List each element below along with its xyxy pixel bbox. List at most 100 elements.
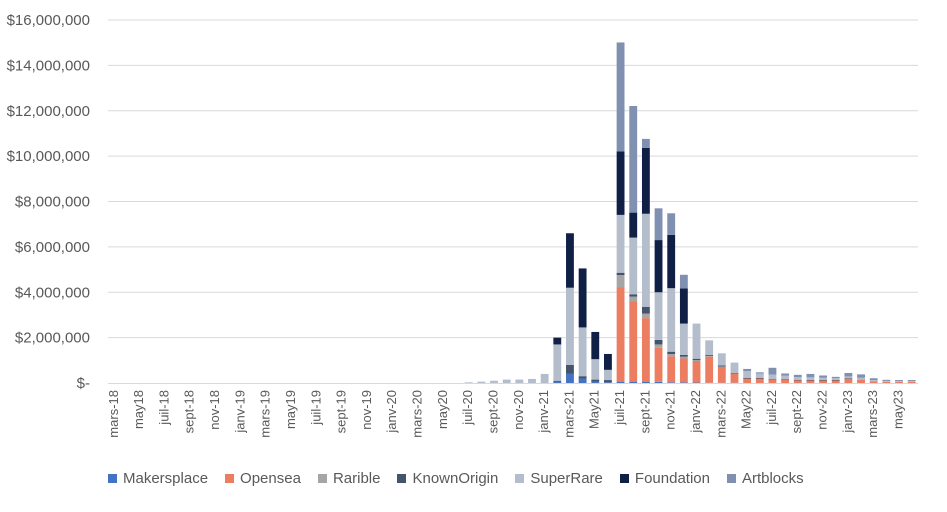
x-tick-label: mars-22 [713, 390, 728, 438]
bar-segment-foundation [578, 268, 587, 328]
bar-segment-foundation [591, 331, 600, 360]
bar-segment-opensea [819, 380, 827, 383]
bar-segment-foundation [629, 212, 638, 238]
bar-segment-superrare [641, 213, 650, 307]
bar-segment-superrare [553, 344, 562, 381]
bar-segment-opensea [717, 366, 726, 383]
bar-segment-opensea [629, 301, 638, 382]
legend-label: SuperRare [530, 469, 603, 487]
bar-segment-artblocks [844, 373, 853, 377]
legend-swatch [108, 473, 117, 483]
bar-segment-opensea [692, 360, 701, 383]
x-tick-label: mars-23 [865, 390, 880, 438]
bar-segment-opensea [667, 356, 676, 383]
bar-segment-superrare [578, 327, 587, 377]
bar-segment-superrare [692, 323, 701, 359]
bar-segment-makersplace [616, 381, 625, 383]
bar-segment-superrare [844, 376, 853, 379]
x-tick-label: sept-22 [789, 390, 804, 433]
bar-segment-knownorigin [553, 380, 562, 382]
bar-segment-rarible [692, 360, 701, 361]
y-tick-label: $4,000,000 [15, 284, 90, 301]
bar-segment-superrare [895, 381, 903, 382]
bar-segment-makersplace [654, 381, 663, 383]
bar-segment-superrare [819, 377, 827, 381]
bar-segment-knownorigin [654, 339, 663, 345]
bar-segment-knownorigin [566, 364, 574, 374]
bar-segment-knownorigin [806, 380, 815, 381]
legend-item-opensea: Opensea [225, 470, 301, 487]
bar-segment-makersplace [692, 382, 701, 384]
bar-segment-superrare [755, 373, 764, 379]
y-axis-ticks: $- $2,000,000 $4,000,000 $6,000,000 $8,000,0… [7, 12, 90, 392]
bar-segment-artblocks [831, 376, 840, 379]
bar-segment-superrare [654, 292, 663, 340]
legend-label: Makersplace [123, 469, 209, 487]
bar-segment-opensea [654, 347, 663, 382]
legend-item-rarible: Rarible [317, 470, 380, 487]
bar-segment-opensea [907, 381, 916, 383]
x-tick-label: mars-20 [410, 390, 425, 438]
bar-segment-superrare [857, 377, 865, 380]
x-axis-ticks: mars-18 may18 juil-18 sept-18 nov-18 janv-19 m… [106, 390, 906, 438]
bar-segment-superrare [679, 323, 688, 355]
x-tick-label: May22 [739, 390, 754, 429]
x-tick-label: nov-19 [359, 390, 374, 430]
bar-segment-opensea [844, 378, 853, 383]
bar-segment-opensea [641, 318, 650, 382]
bar-segment-foundation [667, 234, 676, 289]
x-tick-label: nov-22 [815, 390, 830, 430]
x-tick-label: mars-19 [258, 390, 273, 438]
bar-segment-makersplace [566, 373, 574, 383]
legend-item-artblocks: Artblocks [726, 470, 804, 487]
legend-item-knownorigin: KnownOrigin [397, 470, 498, 487]
bar-segment-superrare [528, 378, 536, 383]
bar-segment-artblocks [755, 372, 764, 374]
bar-segment-superrare [793, 377, 802, 380]
x-tick-label: juil-20 [460, 390, 475, 426]
bar-segment-superrare [629, 237, 638, 295]
bar-segment-superrare [705, 340, 714, 356]
bar-segment-opensea [743, 378, 752, 383]
bar-segment-superrare [477, 381, 486, 383]
x-tick-label: janv-23 [840, 390, 855, 434]
bars [464, 42, 916, 384]
y-tick-label: $- [77, 375, 90, 392]
legend-swatch [726, 473, 736, 483]
bar-segment-artblocks [667, 213, 676, 235]
bar-segment-knownorigin [591, 379, 600, 382]
x-tick-label: janv-20 [384, 390, 399, 434]
bar-segment-knownorigin [844, 378, 853, 379]
bar-segment-rarible [705, 356, 714, 357]
legend-item-superrare: SuperRare [515, 470, 603, 487]
x-tick-label: mars-21 [561, 390, 576, 438]
bar-segment-artblocks [679, 274, 688, 289]
legend-item-foundation: Foundation [619, 470, 710, 487]
bar-segment-superrare [616, 214, 625, 273]
bar-segment-superrare [515, 379, 524, 383]
bar-segment-rarible [629, 296, 638, 302]
bar-segment-superrare [591, 359, 600, 380]
x-tick-label: juil-18 [156, 390, 171, 426]
bar-segment-superrare [869, 380, 878, 382]
y-tick-label: $14,000,000 [7, 57, 90, 74]
bar-segment-artblocks [629, 105, 638, 213]
bar-segment-opensea [755, 378, 764, 383]
bar-segment-foundation [641, 147, 650, 214]
bar-segment-knownorigin [717, 365, 726, 367]
x-tick-label: janv-21 [536, 390, 551, 434]
y-tick-label: $6,000,000 [15, 239, 90, 256]
bar-segment-opensea [793, 380, 802, 383]
x-tick-label: may23 [890, 390, 905, 429]
bar-segment-knownorigin [781, 379, 790, 380]
bar-segment-knownorigin [692, 358, 701, 361]
y-tick-label: $2,000,000 [15, 330, 90, 347]
legend-swatch [515, 473, 525, 483]
y-tick-label: $10,000,000 [7, 148, 90, 165]
bar-segment-opensea [768, 379, 777, 383]
y-tick-label: $8,000,000 [15, 194, 90, 211]
bar-segment-opensea [781, 379, 790, 383]
bar-segment-opensea [705, 356, 714, 383]
legend-swatch [317, 473, 327, 483]
